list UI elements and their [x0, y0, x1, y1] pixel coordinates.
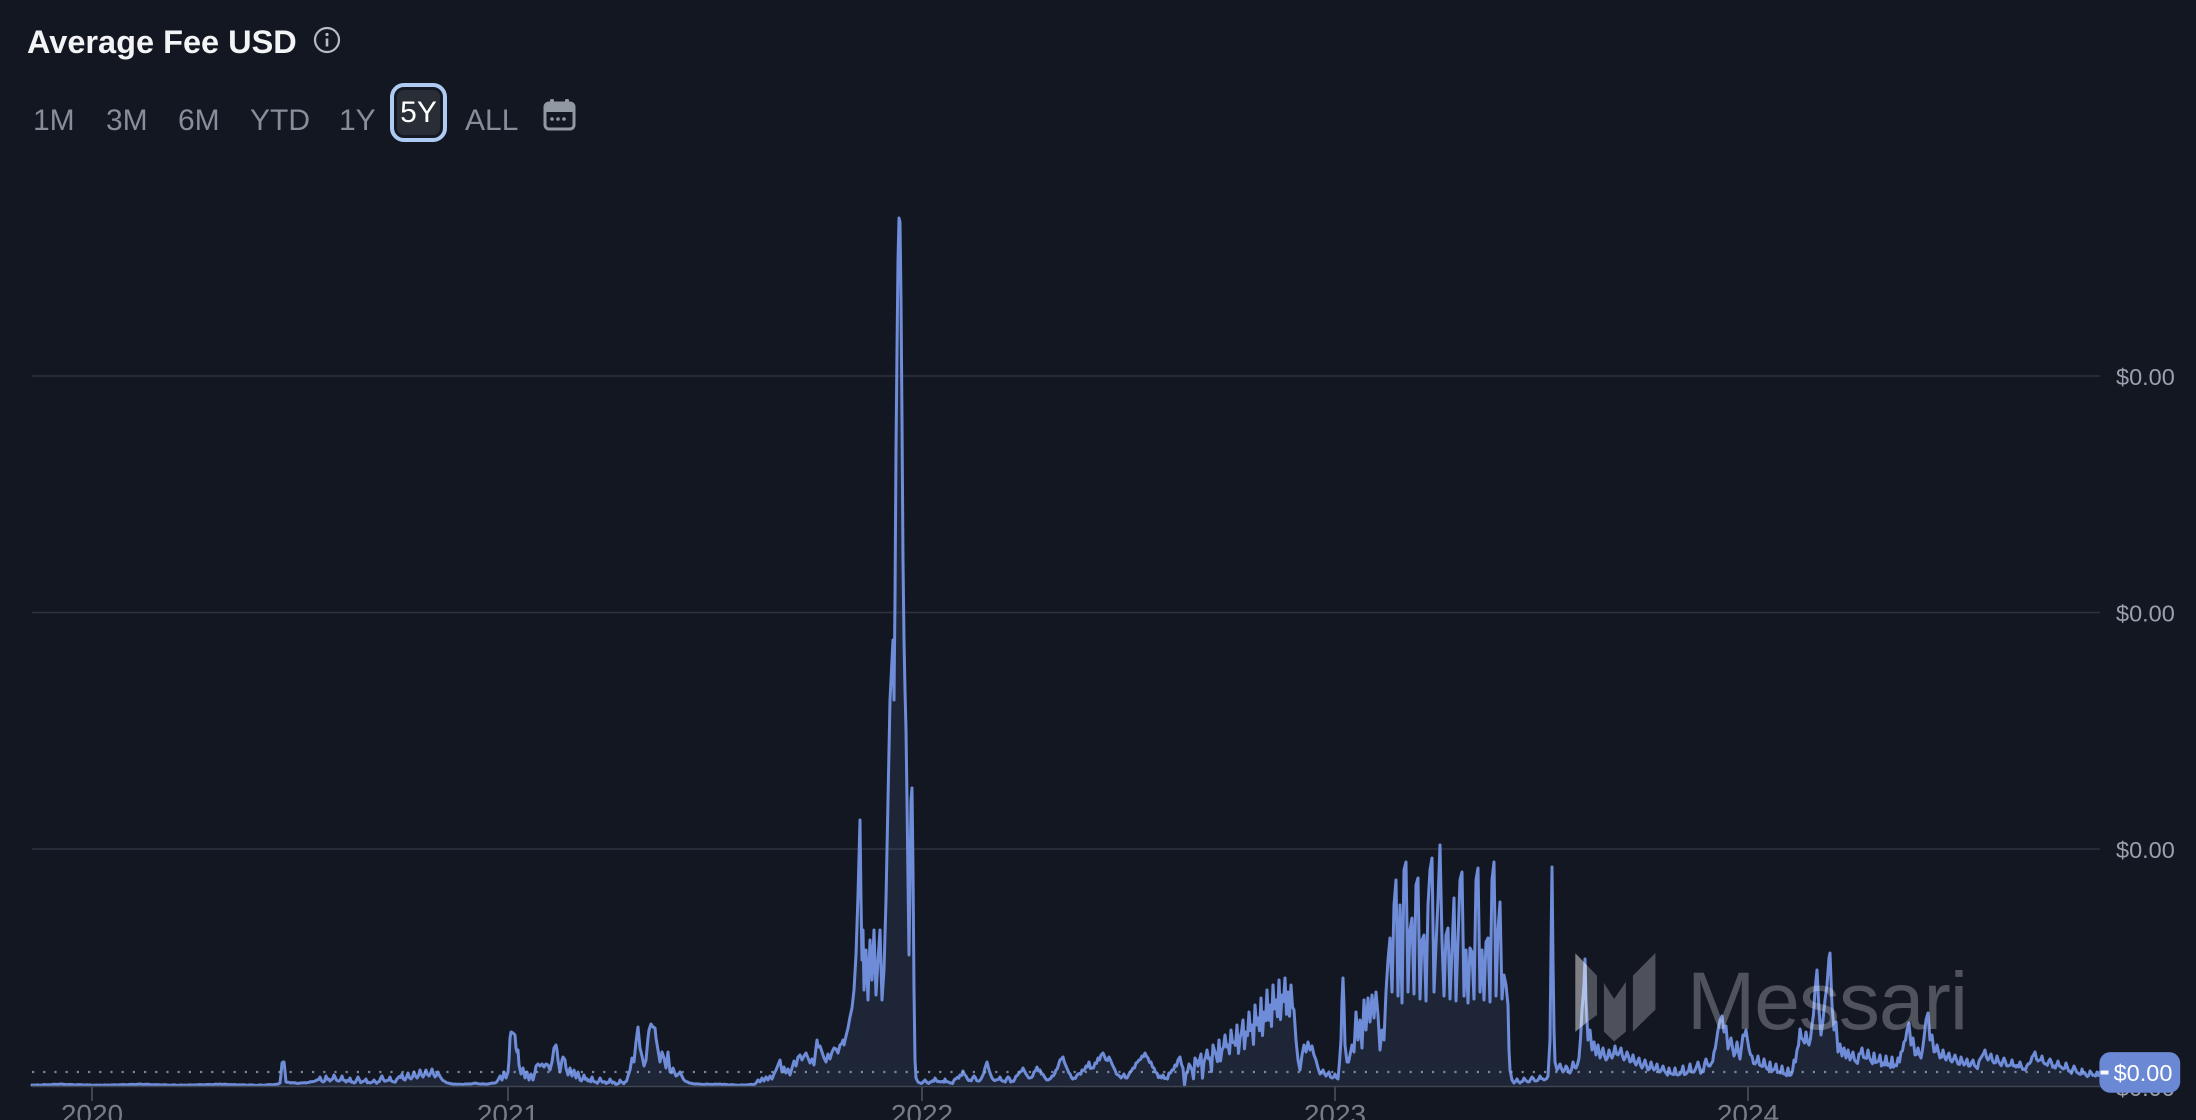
svg-text:2021: 2021 [477, 1099, 539, 1120]
svg-text:2024: 2024 [1717, 1099, 1779, 1120]
svg-text:$0.00: $0.00 [2114, 1060, 2173, 1086]
svg-text:2020: 2020 [61, 1099, 123, 1120]
svg-text:2023: 2023 [1304, 1099, 1366, 1120]
svg-text:2022: 2022 [891, 1099, 953, 1120]
svg-text:$0.00: $0.00 [2116, 364, 2175, 390]
svg-text:$0.00: $0.00 [2116, 837, 2175, 863]
svg-text:Messari: Messari [1687, 956, 1967, 1047]
svg-text:$0.00: $0.00 [2116, 601, 2175, 627]
